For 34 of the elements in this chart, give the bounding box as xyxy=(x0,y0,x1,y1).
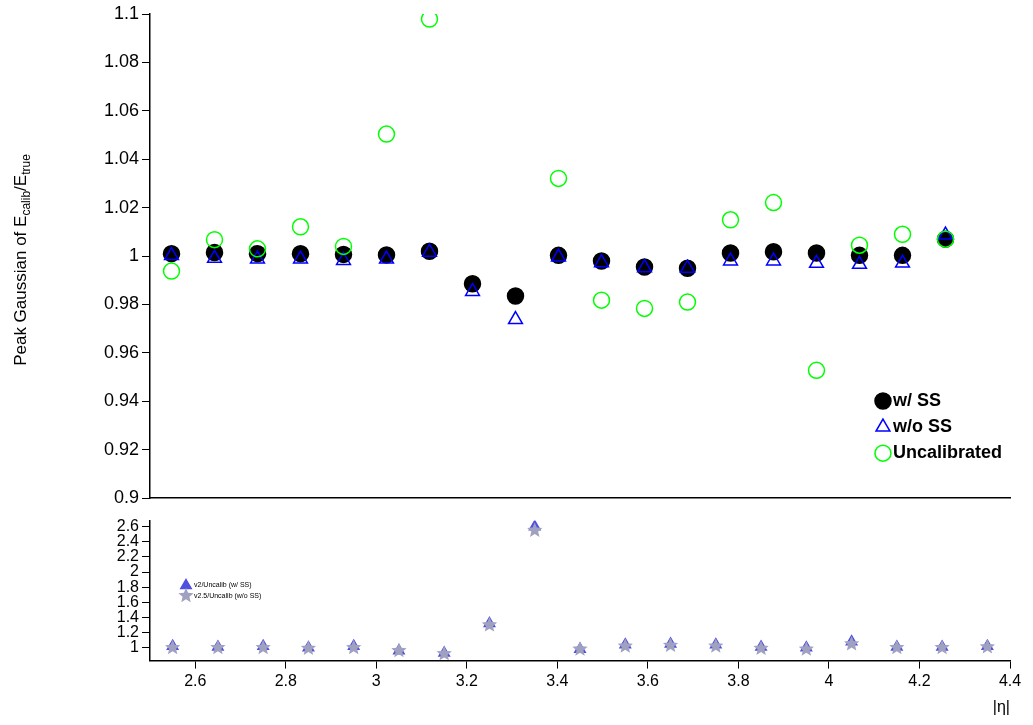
x-tick-label: 2.8 xyxy=(274,671,298,689)
y-tick-label: 1 xyxy=(130,638,140,656)
y-tick-label: 1.06 xyxy=(103,99,139,120)
y-tick-label: 1.6 xyxy=(116,592,140,610)
x-axis-title: |η| xyxy=(992,697,1010,715)
x-tick-label: 3.2 xyxy=(455,671,479,689)
x-tick-label: 3.4 xyxy=(546,671,569,689)
y-tick-label: 2.4 xyxy=(116,532,140,550)
y-tick-label: 1 xyxy=(128,245,139,266)
x-tick-label: 3.8 xyxy=(727,671,750,689)
x-tick-label: 3 xyxy=(371,671,381,689)
legend-label: w/ SS xyxy=(891,389,941,410)
x-tick-label: 4.4 xyxy=(998,671,1022,689)
y-tick-label: 2.2 xyxy=(116,547,140,565)
y-tick-label: 1.4 xyxy=(116,607,140,625)
x-tick-label: 3.6 xyxy=(636,671,660,689)
y-tick-label: 1.1 xyxy=(113,2,139,23)
y-tick-label: 1.8 xyxy=(116,577,140,595)
y-tick-label: 0.98 xyxy=(103,293,139,314)
x-tick-label: 4.2 xyxy=(908,671,931,689)
y-tick-label: 0.9 xyxy=(113,487,139,508)
x-tick-label: 2.6 xyxy=(184,671,207,689)
x-tick-label: 4 xyxy=(824,671,834,689)
y-tick-label: 1.04 xyxy=(103,148,139,169)
y-tick-label: 1.02 xyxy=(103,196,139,217)
y-tick-label: 1.2 xyxy=(116,623,140,641)
y-tick-label: 0.94 xyxy=(103,390,139,411)
y-tick-label: 2 xyxy=(130,562,140,580)
y-tick-label: 1.08 xyxy=(103,51,139,72)
y-tick-label: 0.92 xyxy=(103,438,139,459)
legend-label: Uncalibrated xyxy=(892,442,1002,463)
y-tick-label: 0.96 xyxy=(103,341,139,362)
legend-label: w/o SS xyxy=(891,416,952,437)
y-tick-label: 2.6 xyxy=(116,517,140,535)
